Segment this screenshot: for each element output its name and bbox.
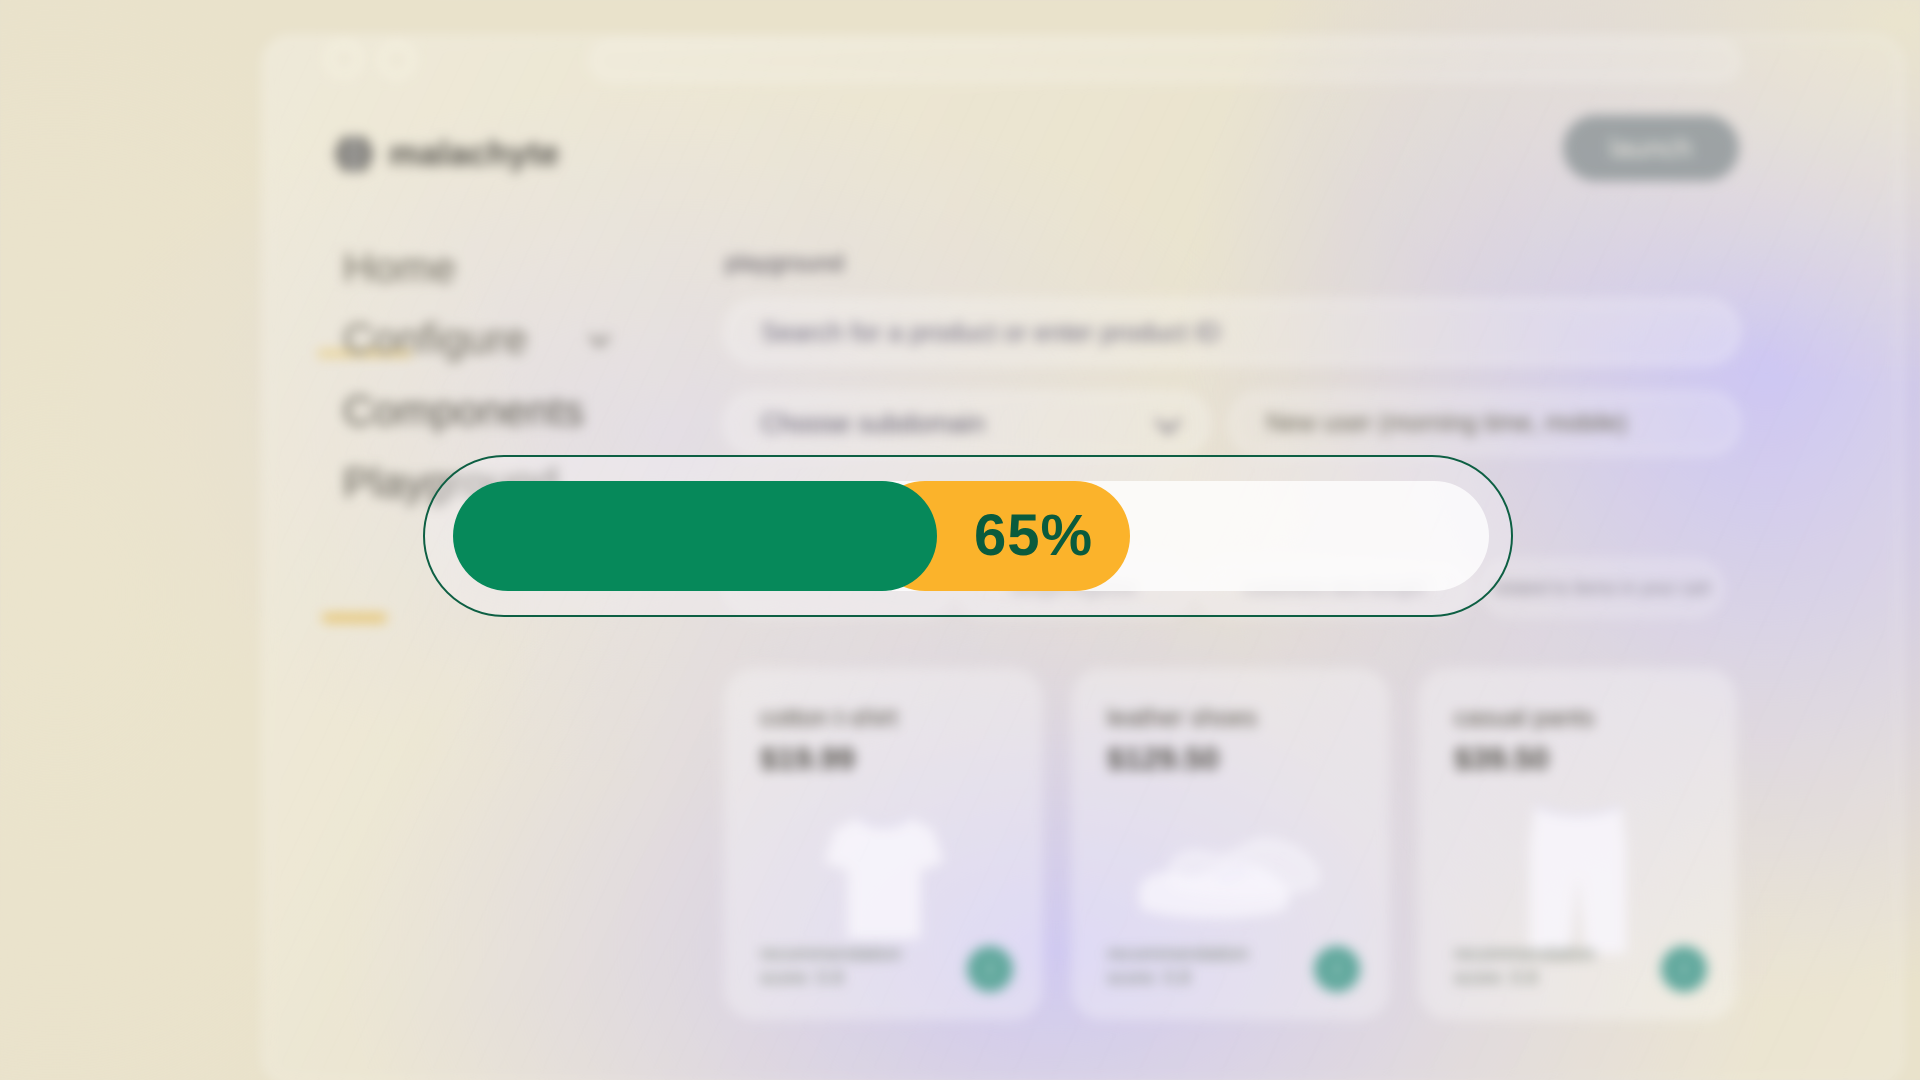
info-icon[interactable]: i [967, 946, 1013, 992]
product-card[interactable]: casual pants $39.50 recommendation score… [1419, 669, 1736, 1019]
search-input[interactable]: Search for a product or enter product ID [725, 300, 1739, 364]
suggestion-chip[interactable]: related to items in your cart [1482, 560, 1722, 616]
subdomain-select-value: Choose subdomain [761, 408, 986, 438]
product-name: cotton t-shirt [760, 704, 898, 732]
product-price: $129.50 [1107, 741, 1220, 776]
sidebar-item-configure[interactable]: Configure [343, 315, 528, 362]
info-icon[interactable]: i [1661, 946, 1707, 992]
brand-name: malachyte [389, 134, 560, 173]
launch-button-label: launch [1609, 132, 1693, 163]
brand-logo: malachyte [332, 132, 560, 176]
pants-icon [1420, 788, 1735, 968]
globe-icon [332, 132, 376, 176]
product-card[interactable]: cotton t-shirt $19.99 recommendation sco… [725, 669, 1042, 1019]
product-card[interactable]: leather shoes $129.50 recommendation sco… [1072, 669, 1389, 1019]
launch-button[interactable]: launch [1563, 115, 1739, 181]
sidebar-item-components[interactable]: Components [343, 387, 585, 434]
product-price: $19.99 [760, 741, 855, 776]
window-control-icon[interactable] [326, 41, 362, 77]
app-window: malachyte launch Home Configure Componen… [263, 36, 1902, 1080]
recommendation-score: recommendation score: 0.8 [760, 943, 902, 990]
sidebar-accent-dash [322, 614, 387, 622]
context-input-value: New user (morning time, mobile) [1266, 409, 1628, 437]
shoes-icon [1073, 788, 1388, 968]
product-name: casual pants [1454, 704, 1595, 732]
context-input[interactable]: New user (morning time, mobile) [1230, 393, 1739, 454]
tshirt-icon [726, 788, 1041, 968]
product-name: leather shoes [1107, 704, 1258, 732]
progress-fill [453, 481, 937, 591]
progress-percentage: 65% [973, 503, 1094, 568]
product-price: $39.50 [1454, 741, 1549, 776]
subdomain-select[interactable]: Choose subdomain [725, 393, 1209, 454]
recommendation-score: recommendation score: 0.8 [1454, 943, 1596, 990]
sidebar-item-home[interactable]: Home [343, 244, 457, 291]
chevron-down-icon[interactable] [588, 325, 611, 348]
address-bar[interactable] [592, 42, 1739, 80]
search-placeholder: Search for a product or enter product ID [761, 316, 1221, 347]
window-control-icon[interactable] [379, 42, 415, 78]
info-icon[interactable]: i [1314, 946, 1360, 992]
recommendation-score: recommendation score: 0.8 [1107, 943, 1249, 990]
nav-active-underline [317, 350, 412, 357]
progress-overlay: 65% [423, 455, 1513, 617]
page-title: playground [725, 250, 844, 277]
chevron-down-icon [1155, 407, 1181, 434]
